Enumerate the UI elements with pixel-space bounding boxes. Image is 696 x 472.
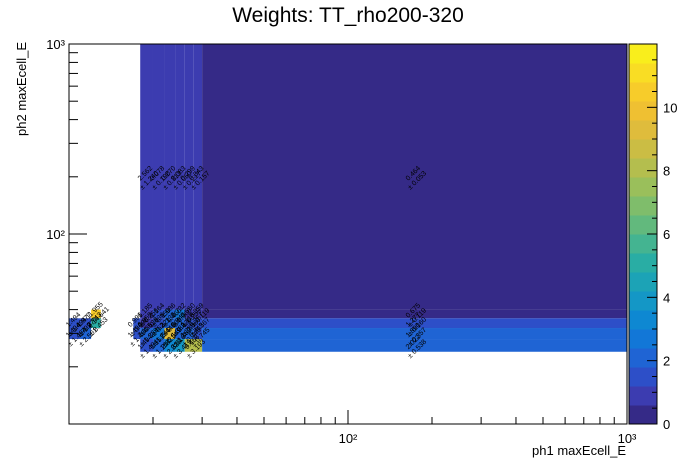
heatmap-cell <box>184 339 203 352</box>
heatmap-cell <box>184 318 194 329</box>
colorbar-tick-label: 8 <box>663 164 670 179</box>
colorbar-swatch <box>629 348 657 368</box>
heatmap-cell <box>175 309 185 319</box>
heatmap-cell <box>193 309 203 319</box>
colorbar-tick-label: 0 <box>663 417 670 432</box>
colorbar-swatch <box>629 139 657 159</box>
heatmap-cell <box>140 328 153 340</box>
x-axis-label: ph1 maxEcell_E <box>532 443 626 458</box>
colorbar-swatch <box>629 367 657 387</box>
colorbar-swatch <box>629 158 657 178</box>
colorbar-swatch <box>629 405 657 425</box>
y-tick-label: 10² <box>46 227 65 242</box>
heatmap-cell <box>175 44 185 310</box>
heatmap-cell <box>164 44 176 310</box>
heatmap-cell <box>202 44 628 310</box>
y-tick-label: 10³ <box>46 37 65 52</box>
heatmap-cell <box>80 328 92 340</box>
y-axis-label: ph2 maxEcell_E <box>14 42 29 136</box>
heatmap-cell <box>152 309 165 319</box>
heatmap-cell <box>184 44 194 310</box>
colorbar-swatch <box>629 82 657 102</box>
heatmap-cell <box>91 309 101 319</box>
heatmap-cell <box>175 318 185 329</box>
colorbar-swatch <box>629 291 657 311</box>
y-axis-ticks: 10² 10³ <box>46 37 87 425</box>
colorbar-swatch <box>629 120 657 140</box>
heatmap-cell <box>164 318 176 329</box>
heatmap-cell <box>140 339 153 352</box>
colorbar-swatch <box>629 386 657 406</box>
heatmap-cells <box>69 44 628 352</box>
heatmap-cell <box>164 339 176 352</box>
heatmap-cell <box>193 318 203 329</box>
heatmap-cell <box>133 318 141 329</box>
heatmap-cell <box>164 328 176 340</box>
heatmap-cell <box>152 44 165 310</box>
colorbar-swatch <box>629 253 657 273</box>
colorbar-tick-label: 4 <box>663 290 670 305</box>
colorbar-swatch <box>629 196 657 216</box>
heatmap-cell <box>140 309 153 319</box>
heatmap-cell <box>202 328 628 340</box>
chart-title: Weights: TT_rho200-320 <box>232 4 464 27</box>
heatmap-cell <box>202 309 628 319</box>
colorbar-swatch <box>629 44 657 64</box>
heatmap-cell <box>175 339 185 352</box>
heatmap-cell <box>152 328 165 340</box>
colorbar <box>628 43 658 425</box>
heatmap-cell <box>152 339 165 352</box>
colorbar-swatch <box>629 272 657 292</box>
heatmap-cell <box>184 309 194 319</box>
heatmap-cell <box>152 318 165 329</box>
x-tick-label: 10² <box>339 431 358 446</box>
heatmap-cell <box>91 318 101 329</box>
colorbar-ticks: 0 2 4 6 8 10 <box>647 43 677 432</box>
colorbar-swatch <box>629 234 657 254</box>
colorbar-swatch <box>629 177 657 197</box>
colorbar-swatch <box>629 310 657 330</box>
colorbar-tick-label: 2 <box>663 354 670 369</box>
heatmap-cell <box>69 318 81 329</box>
heatmap-cell <box>193 44 203 310</box>
heatmap-cell <box>140 44 153 310</box>
heatmap-cell <box>202 318 628 329</box>
heatmap-cell <box>193 328 203 340</box>
heatmap-cell <box>184 328 194 340</box>
colorbar-swatch <box>629 63 657 83</box>
heatmap-cell <box>202 339 628 352</box>
heatmap-cell <box>133 328 141 340</box>
x-axis-ticks: 10² 10³ <box>68 410 637 446</box>
heatmap-cell <box>175 328 185 340</box>
colorbar-swatch <box>629 101 657 121</box>
heatmap-cell <box>80 318 92 329</box>
x-tick-label: 10³ <box>618 431 637 446</box>
colorbar-tick-label: 6 <box>663 227 670 242</box>
colorbar-swatch <box>629 215 657 235</box>
heatmap-cell <box>140 318 153 329</box>
colorbar-swatch <box>629 329 657 349</box>
colorbar-tick-label: 10 <box>663 100 677 115</box>
heatmap-cell <box>164 309 176 319</box>
